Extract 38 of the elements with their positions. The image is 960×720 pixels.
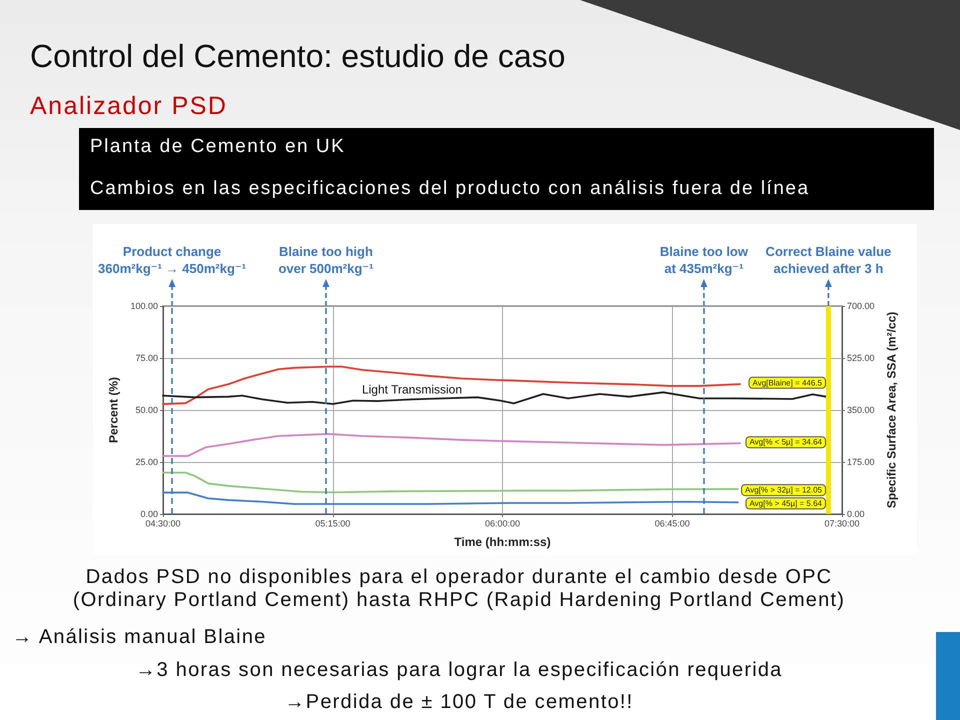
ref-line-label: Product change 360m²kg⁻¹ → 450m²kg⁻¹ (98, 244, 246, 276)
ref-line-label: Blaine too low at 435m²kg⁻¹ (660, 244, 749, 276)
ref-line-label: Blaine too high over 500m²kg⁻¹ (278, 244, 374, 276)
x-tick-label: 06:00:00 (484, 518, 520, 528)
x-tick-label: 05:15:00 (315, 518, 350, 528)
y2-tick-label: 350.00 (847, 405, 875, 415)
annotation: Avg[% > 45µ] = 5.64 (749, 498, 823, 508)
x-tick-label: 07:30:00 (824, 518, 860, 528)
annotation: Avg[Blaine] = 446.5 (752, 378, 823, 388)
text: Dados PSD no disponibles para el operador durante el cambio desde OPC (Ordinary Portland Cement) hasta RHPC (Rapid Hardening Portland Cement) (72, 566, 846, 612)
text: Planta de Cemento en UK (90, 136, 346, 158)
ref-line-label: Correct Blaine value achieved after 3 h (766, 244, 892, 276)
y2-axis-title: Specific Surface Area, SSA (m²/cc) (884, 312, 898, 508)
line-series (162, 366, 742, 405)
y2-tick-label: 0.00 (847, 509, 865, 519)
y-tick-label: 50.00 (135, 405, 158, 415)
text: →3 horas son necesarias para lograr la especificación requerida (134, 659, 784, 682)
y2-tick-label: 525.00 (847, 353, 875, 363)
y-tick-label: 75.00 (135, 353, 158, 363)
x-tick-label: 04:30:00 (145, 518, 181, 528)
x-tick-label: 06:45:00 (654, 518, 690, 528)
y-tick-label: 25.00 (135, 457, 158, 467)
y-tick-label: 0.00 (140, 509, 158, 519)
y-tick-label: 100.00 (130, 301, 158, 311)
annotation: Avg[% > 32µ] = 12.05 (745, 486, 823, 495)
line-series (162, 433, 742, 457)
annotation: Avg[% < 5µ] = 34.64 (749, 438, 823, 447)
line-series (162, 472, 739, 494)
y2-tick-label: 700.00 (847, 301, 875, 311)
x-axis-title: Time (hh:mm:ss) (454, 535, 551, 549)
chart-subtitle: Analizador PSD (30, 92, 228, 121)
chart-title: Control del Cemento: estudio de caso (30, 38, 566, 75)
text: Cambios en las especificaciones del producto con análisis fuera de línea (90, 178, 810, 200)
series-label: Light Transmission (362, 382, 462, 396)
y-axis-title: Percent (%) (106, 376, 121, 444)
y2-tick-label: 175.00 (847, 457, 875, 467)
text: → Análisis manual Blaine (12, 626, 268, 649)
text: →Perdida de ± 100 T de cemento!! (284, 691, 634, 714)
